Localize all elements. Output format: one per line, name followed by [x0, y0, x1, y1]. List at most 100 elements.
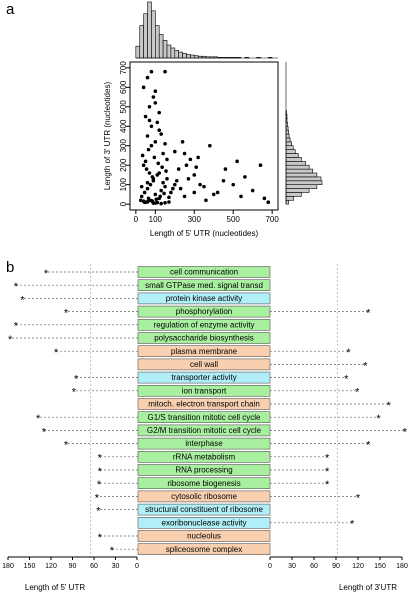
category-box [137, 437, 271, 450]
point [145, 200, 150, 204]
point [186, 177, 191, 181]
histogram-bar [182, 52, 187, 59]
x-tick-label: 30 [112, 563, 120, 570]
point [231, 182, 236, 187]
point [194, 165, 199, 169]
category-label: rRNA metabolism [173, 452, 236, 461]
y-axis-label: Length of 3' UTR (nucleotides) [103, 82, 112, 191]
star-marker: * [8, 334, 13, 346]
point [149, 143, 154, 148]
star-marker: * [54, 347, 59, 359]
category-box [137, 345, 271, 358]
x-tick-label: 0 [135, 563, 139, 570]
point [188, 157, 193, 162]
histogram-bar [285, 153, 299, 158]
point [157, 171, 162, 175]
star-marker: * [325, 453, 330, 465]
point [154, 197, 159, 202]
point [163, 69, 167, 74]
point [160, 165, 164, 169]
histogram-bar [285, 161, 306, 166]
x-tick-label: 0 [134, 215, 139, 224]
point [239, 194, 243, 199]
category-box [137, 279, 271, 292]
point [192, 190, 197, 195]
y-tick-label: 300 [119, 139, 128, 153]
histogram-bar [285, 188, 310, 193]
category-box [137, 398, 271, 410]
point [148, 182, 153, 187]
point [172, 182, 177, 187]
y-tick-label: 200 [119, 158, 128, 172]
histogram-bar [158, 34, 164, 59]
category-label: small GTPase med. signal transd [145, 281, 263, 290]
category-box [137, 332, 271, 344]
histogram-bar [285, 137, 291, 143]
point [145, 186, 150, 191]
category-label: spliceosome complex [166, 545, 242, 554]
x-tick-label: 60 [90, 563, 98, 570]
histogram-bar [285, 196, 295, 201]
histogram-bar [285, 168, 314, 174]
category-box [137, 318, 271, 331]
x-axis-label: Length of 5' UTR (nucleotides) [150, 229, 259, 238]
point [151, 95, 156, 99]
category-box [137, 516, 271, 529]
star-marker: * [355, 387, 360, 399]
histogram-bar [190, 54, 195, 59]
x-axis-label: Length of 5' UTR [25, 583, 85, 592]
x-tick-label: 100 [149, 215, 163, 224]
histogram-bar [285, 129, 289, 135]
y-tick-label: 100 [119, 177, 128, 191]
point [159, 201, 163, 206]
star-marker: * [14, 321, 19, 333]
category-box [137, 490, 271, 503]
category-label: cell wall [190, 360, 218, 369]
point [147, 118, 152, 123]
point [208, 143, 212, 148]
point [182, 194, 187, 199]
point [162, 191, 166, 196]
point [235, 159, 239, 164]
star-marker: * [98, 453, 103, 465]
star-marker: * [98, 466, 103, 478]
y-tick-label: 700 [119, 61, 128, 75]
point [221, 178, 226, 183]
panel-label: a [6, 1, 15, 18]
category-box [137, 464, 271, 476]
star-marker: * [64, 440, 69, 452]
star-marker: * [36, 413, 41, 425]
point [141, 85, 146, 90]
x-tick-label: 150 [24, 563, 36, 570]
category-box [137, 411, 271, 424]
category-label: G1/S transition mitotic cell cycle [148, 413, 261, 422]
point [147, 104, 152, 109]
category-label: polysaccharide biosynthesis [154, 334, 254, 343]
point [198, 182, 202, 187]
histogram-bar [151, 10, 156, 59]
histogram-bar [285, 141, 292, 147]
histogram-bar [170, 47, 176, 59]
x-tick-label: 180 [396, 563, 408, 570]
point [176, 167, 181, 171]
point [145, 180, 150, 185]
point [163, 200, 167, 205]
point [159, 132, 163, 136]
point [141, 163, 146, 168]
histogram-bar [174, 50, 179, 59]
star-marker: * [325, 479, 330, 491]
x-tick-label: 60 [310, 563, 318, 570]
star-marker: * [95, 492, 100, 504]
point [258, 163, 263, 168]
category-label: interphase [185, 439, 223, 448]
point [196, 155, 200, 160]
point [151, 177, 156, 181]
category-box [137, 424, 271, 437]
category-label: G2/M transition mitotic cell cycle [147, 426, 262, 435]
point [164, 169, 168, 173]
point [143, 159, 148, 164]
star-marker: * [72, 387, 77, 399]
point [153, 101, 158, 105]
point [153, 140, 158, 144]
